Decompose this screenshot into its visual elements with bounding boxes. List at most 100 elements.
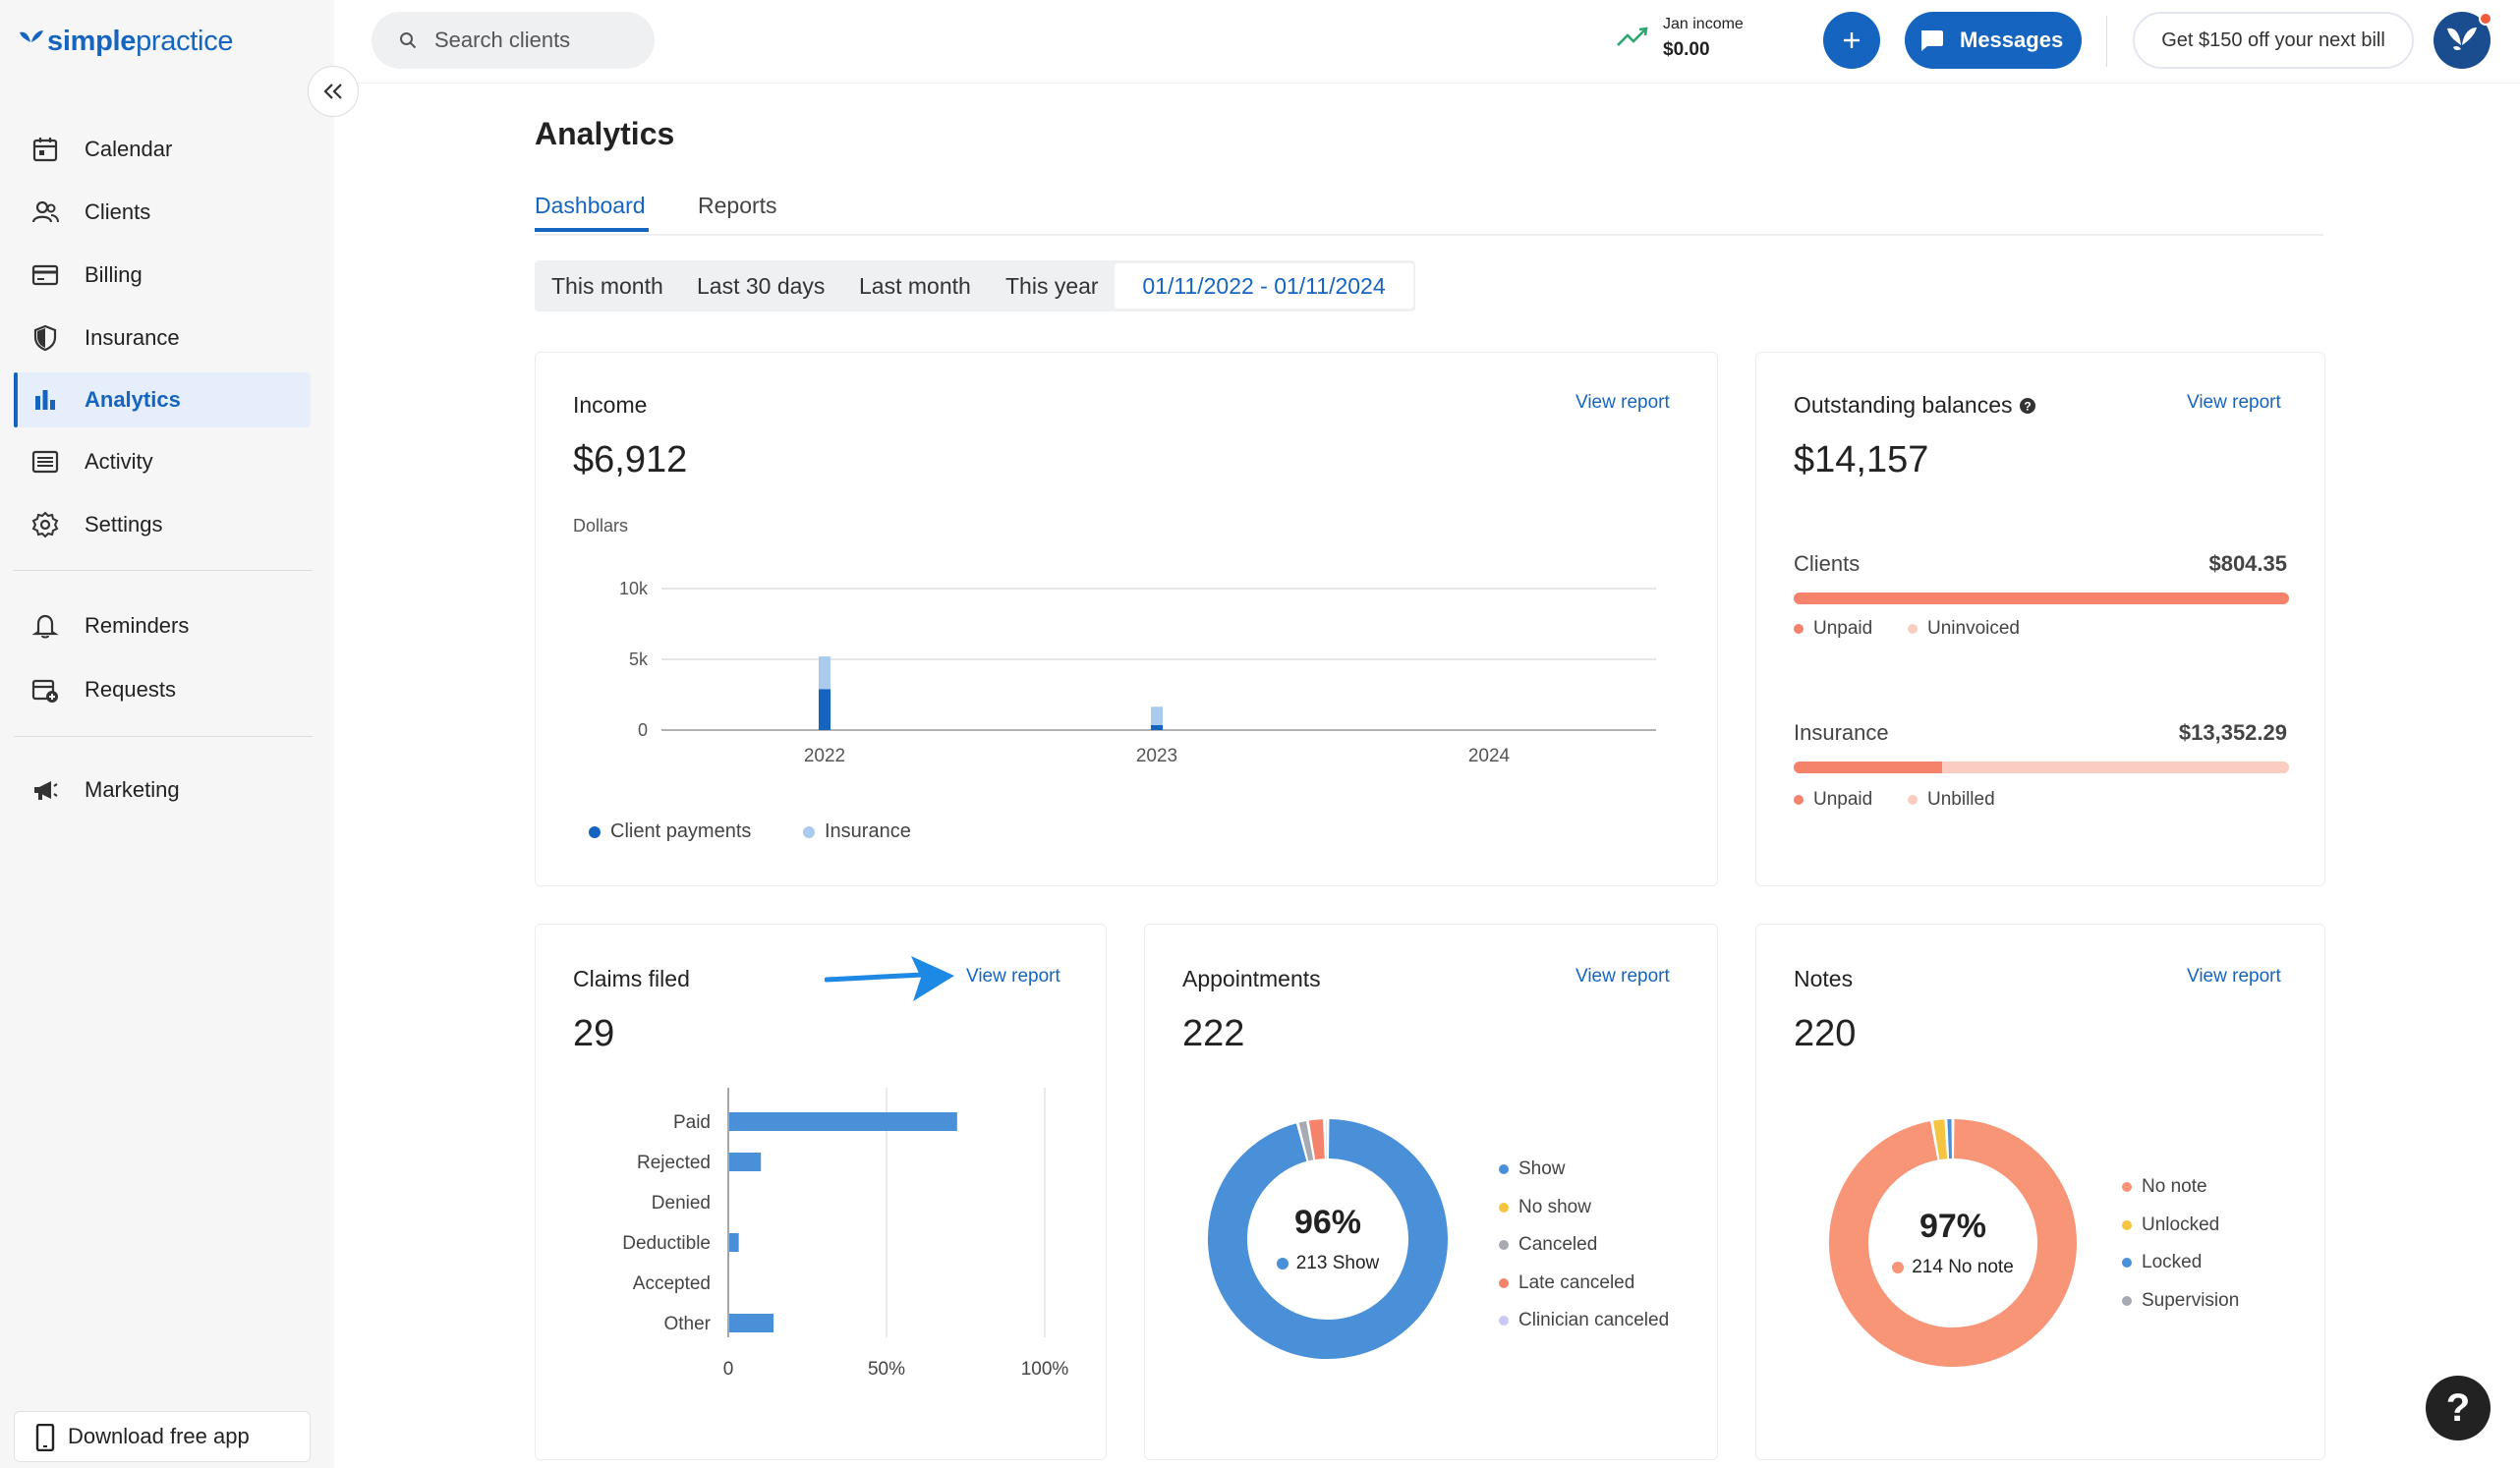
legend-swatch [1908, 624, 1918, 634]
messages-label: Messages [1960, 28, 2064, 52]
chat-bubble-icon [1921, 30, 1943, 51]
insurance-balance-label: Insurance [1794, 720, 1889, 745]
donut-slice-show[interactable] [1208, 1119, 1448, 1359]
claims-title: Claims filed [573, 966, 690, 991]
legend-swatch [1499, 1202, 1509, 1213]
appointments-view-report-link[interactable]: View report [1575, 966, 1670, 987]
sidebar-divider [14, 570, 313, 571]
appointments-center-label: 213 Show [1295, 1253, 1380, 1273]
claims-chart: Paid Rejected Denied Deductible Accepted Othe… [622, 1088, 1069, 1380]
claims-view-report-link[interactable]: View report [966, 966, 1060, 987]
sidebar-item-marketing[interactable]: Marketing [14, 762, 311, 818]
messages-button[interactable]: Messages [1905, 12, 2082, 69]
legend-label: Show [1518, 1158, 1566, 1179]
legend-swatch [2122, 1258, 2132, 1268]
clients-balance-value: $804.35 [2208, 551, 2287, 576]
clients-balance-bar [1794, 593, 2289, 604]
x-tick-label: 2022 [804, 746, 845, 766]
legend-swatch [1499, 1316, 1509, 1326]
sidebar-item-insurance[interactable]: Insurance [14, 311, 311, 366]
notes-center-label: 214 No note [1912, 1257, 2014, 1277]
calendar-plus-icon [31, 679, 58, 703]
collapse-sidebar-button[interactable] [308, 66, 359, 117]
bar-insurance[interactable] [1151, 706, 1163, 725]
balances-view-report-link[interactable]: View report [2187, 392, 2281, 413]
y-tick-label: Rejected [637, 1153, 711, 1173]
donut-slice-unlocked[interactable] [1933, 1119, 1948, 1160]
claims-card: Claims filed 29 View report Paid Rejected… [535, 924, 1107, 1460]
legend-label: Unbilled [1927, 789, 1995, 810]
legend-insurance: Insurance [803, 820, 911, 843]
page-title: Analytics [535, 116, 675, 151]
sidebar-item-label: Clients [85, 199, 151, 224]
donut-slice-canceled[interactable] [1298, 1121, 1314, 1161]
bar-rejected[interactable] [729, 1153, 762, 1171]
sidebar-item-analytics[interactable]: Analytics [14, 372, 311, 427]
sidebar-item-label: Requests [85, 677, 176, 702]
legend-label: Unpaid [1813, 789, 1873, 810]
sidebar-item-label: Marketing [85, 777, 180, 802]
legend-unlocked: Unlocked [2122, 1214, 2219, 1236]
add-button[interactable] [1823, 12, 1880, 69]
x-tick-label: 100% [1021, 1359, 1069, 1380]
tab-reports[interactable]: Reports [698, 193, 777, 218]
legend-swatch [1499, 1164, 1509, 1174]
donut-slice-no-note[interactable] [1829, 1119, 2077, 1367]
range-last-month[interactable]: Last month [859, 272, 971, 299]
legend-swatch [803, 825, 815, 838]
legend-swatch [2122, 1182, 2132, 1192]
legend-insurance-unpaid: Unpaid [1794, 789, 1872, 811]
range-custom-dates[interactable]: 01/11/2022 - 01/11/2024 [1115, 263, 1413, 309]
notes-center-label-row: 214 No note [1827, 1257, 2079, 1278]
legend-swatch [1276, 1258, 1289, 1270]
legend-label: Clinician canceled [1518, 1310, 1670, 1330]
sidebar-item-calendar[interactable]: Calendar [14, 122, 311, 177]
billing-icon [31, 264, 59, 286]
help-circle-icon[interactable]: ? [2019, 397, 2036, 415]
sidebar-item-billing[interactable]: Billing [14, 248, 311, 303]
download-app-button[interactable]: Download free app [14, 1411, 311, 1462]
donut-slice-late-canceled[interactable] [1308, 1119, 1325, 1160]
notes-center-pct: 97% [1919, 1208, 1987, 1245]
range-this-year[interactable]: This year [1005, 272, 1099, 299]
legend-swatch [1499, 1240, 1509, 1250]
y-tick-label: 0 [638, 720, 648, 740]
sidebar-item-requests[interactable]: Requests [14, 662, 311, 717]
bar-insurance[interactable] [819, 656, 830, 690]
brand-logo[interactable]: simplepractice [18, 22, 234, 61]
balances-value: $14,157 [1794, 439, 1929, 480]
y-tick-label: 5k [629, 649, 649, 669]
sidebar-item-activity[interactable]: Activity [14, 434, 311, 489]
insurance-balance-value: $13,352.29 [2178, 720, 2287, 745]
legend-label: Supervision [2142, 1289, 2240, 1311]
income-unit-label: Dollars [573, 516, 629, 536]
income-view-report-link[interactable]: View report [1575, 392, 1670, 413]
promo-button[interactable]: Get $150 off your next bill [2133, 12, 2414, 69]
tab-dashboard[interactable]: Dashboard [535, 193, 646, 218]
legend-locked: Locked [2122, 1252, 2202, 1273]
range-last-30-days[interactable]: Last 30 days [697, 272, 826, 299]
bar-other[interactable] [729, 1314, 774, 1332]
legend-label: Locked [2142, 1252, 2203, 1272]
y-tick-label: Paid [673, 1112, 711, 1133]
bar-chart-icon [35, 390, 55, 410]
bar-client-payments[interactable] [1151, 724, 1163, 730]
legend-swatch [2122, 1219, 2132, 1230]
bar-paid[interactable] [729, 1112, 957, 1131]
notes-view-report-link[interactable]: View report [2187, 966, 2281, 987]
sidebar-item-reminders[interactable]: Reminders [14, 598, 311, 653]
sidebar-item-label: Analytics [85, 387, 181, 412]
help-button[interactable]: ? [2426, 1376, 2491, 1440]
range-this-month[interactable]: This month [551, 272, 663, 299]
legend-swatch [589, 825, 601, 838]
bar-deductible[interactable] [729, 1233, 739, 1252]
sidebar-item-settings[interactable]: Settings [14, 497, 311, 552]
arrow-right-icon [825, 956, 954, 1001]
legend-show: Show [1499, 1158, 1566, 1180]
search-input[interactable] [434, 12, 641, 69]
sidebar-item-clients[interactable]: Clients [14, 185, 311, 240]
legend-swatch [2122, 1295, 2132, 1306]
bar-client-payments[interactable] [819, 689, 830, 730]
brand-name: simplepractice [47, 25, 234, 57]
tabs-divider [535, 234, 2323, 236]
